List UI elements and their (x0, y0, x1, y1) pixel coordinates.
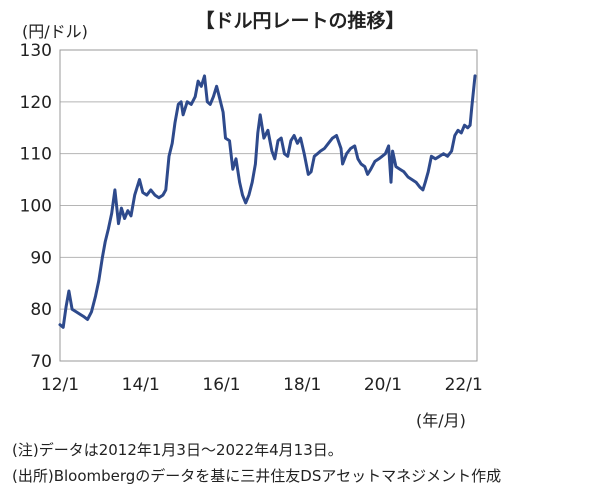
line-chart: 70 80 90 100 110 120 130 12/1 14/1 16/1 18/1 20/1 2… (20, 41, 483, 395)
x-tick-label: 12/1 (41, 375, 79, 395)
grid-lines (60, 101, 477, 310)
x-tick-label: 22/1 (445, 375, 483, 395)
x-tick-label: 16/1 (202, 375, 240, 395)
y-tick-label: 130 (20, 41, 52, 61)
y-tick-label: 120 (20, 93, 52, 113)
series-line-usd-jpy (58, 74, 477, 329)
x-tick-labels: 12/1 14/1 16/1 18/1 20/1 22/1 (41, 375, 483, 395)
y-axis-unit: (円/ドル) (22, 22, 88, 41)
y-tick-label: 80 (30, 300, 52, 320)
y-tick-label: 70 (30, 352, 52, 372)
y-tick-label: 100 (20, 197, 52, 217)
footnote-source: (出所)Bloombergのデータを基に三井住友DSアセットマネジメント作成 (12, 467, 502, 485)
x-tick-label: 14/1 (122, 375, 160, 395)
y-tick-label: 110 (20, 145, 52, 165)
x-axis-unit: (年/月) (416, 411, 466, 430)
y-tick-labels: 70 80 90 100 110 120 130 (20, 41, 52, 372)
x-tick-label: 20/1 (364, 375, 402, 395)
footnote-data-period: (注)データは2012年1月3日～2022年4月13日。 (12, 441, 343, 459)
plot-border (59, 49, 478, 362)
chart-title: 【ドル円レートの推移】 (195, 10, 405, 32)
x-tick-label: 18/1 (283, 375, 321, 395)
y-tick-label: 90 (30, 248, 52, 268)
